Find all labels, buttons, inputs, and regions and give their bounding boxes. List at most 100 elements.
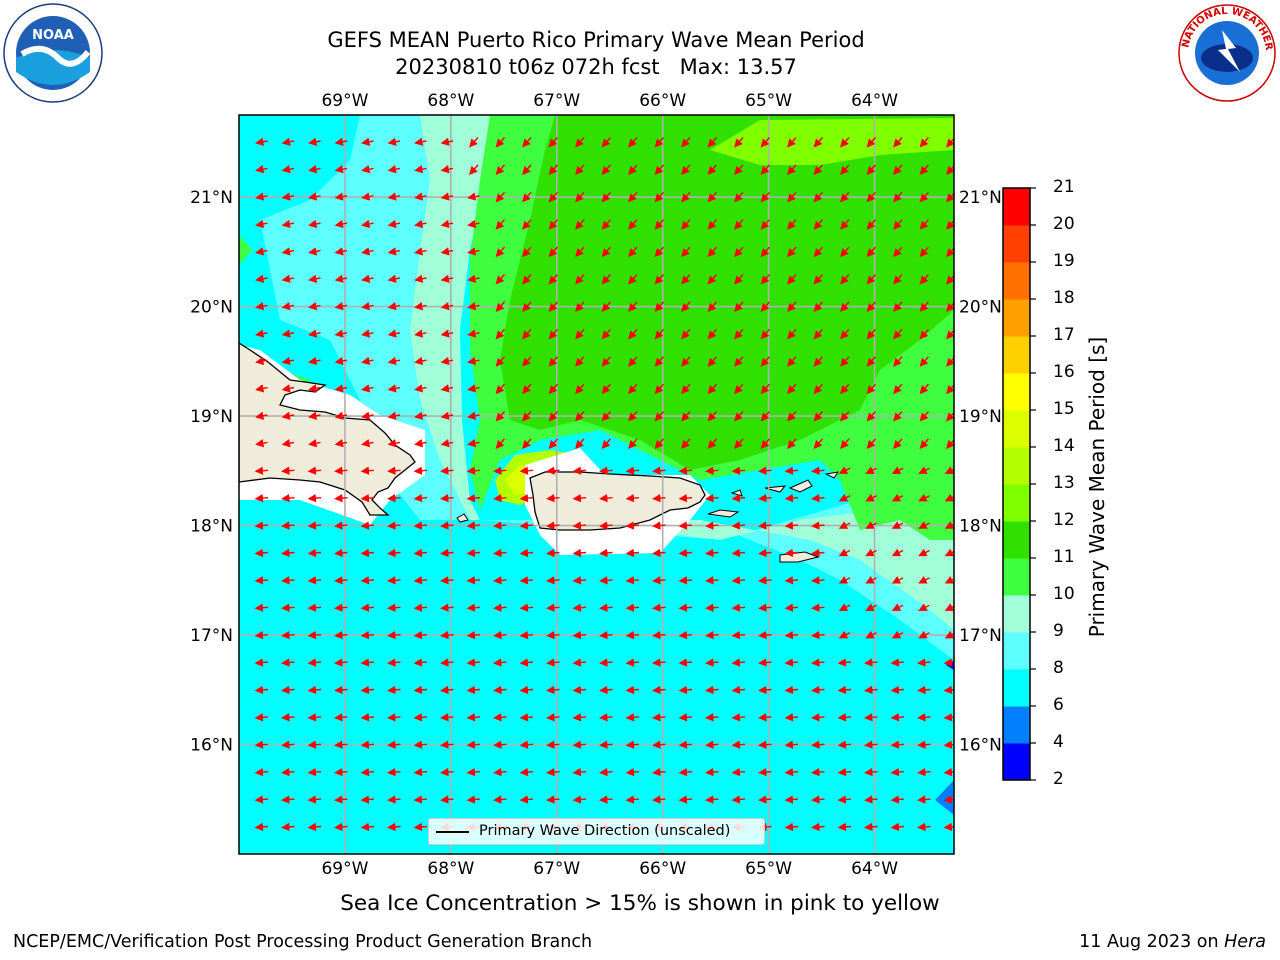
wave-direction-arrow (758, 795, 772, 804)
wave-direction-arrow (891, 493, 904, 502)
wave-direction-arrow (681, 411, 691, 422)
wave-direction-arrow (838, 603, 851, 611)
wave-direction-arrow (917, 822, 931, 832)
wave-direction-arrow (469, 164, 479, 175)
wave-direction-arrow (654, 219, 665, 230)
wave-direction-arrow (758, 493, 772, 503)
wave-direction-arrow (546, 630, 560, 640)
wave-direction-arrow (760, 274, 771, 285)
wave-direction-arrow (548, 328, 559, 340)
wave-direction-arrow (734, 328, 744, 340)
wave-direction-arrow (837, 658, 852, 667)
wave-direction-arrow (440, 384, 454, 393)
wave-direction-arrow (840, 301, 850, 312)
wave-direction-arrow (811, 740, 825, 749)
wave-direction-arrow (281, 521, 295, 530)
lat-tick-label: 16°N (959, 736, 1002, 756)
wave-direction-arrow (866, 219, 877, 230)
wave-direction-arrow (360, 767, 375, 777)
wave-direction-arrow (758, 576, 772, 585)
wave-direction-arrow (760, 164, 771, 175)
wave-direction-arrow (654, 164, 665, 175)
wave-direction-arrow (281, 576, 295, 585)
wave-direction-arrow (601, 274, 612, 285)
wave-direction-arrow (652, 521, 666, 530)
wave-direction-arrow (811, 548, 825, 558)
wave-direction-arrow (758, 713, 772, 722)
wave-direction-arrow (838, 576, 851, 584)
wave-direction-arrow (813, 219, 824, 230)
wave-direction-arrow (811, 603, 825, 612)
wave-direction-arrow (572, 548, 587, 558)
chart-title-line2: 20230810 t06z 072h fcst Max: 13.57 (395, 55, 797, 79)
wave-direction-arrow (731, 740, 746, 749)
wave-direction-arrow (572, 493, 587, 503)
wave-direction-arrow (917, 740, 931, 749)
lon-tick-label: 65°W (745, 91, 792, 111)
wave-direction-arrow (601, 383, 612, 395)
wave-direction-arrow (652, 740, 666, 749)
wave-direction-arrow (334, 192, 348, 201)
wave-direction-arrow (707, 219, 718, 230)
wave-direction-arrow (654, 191, 665, 203)
wave-direction-arrow (784, 795, 799, 804)
wave-direction-arrow (307, 713, 322, 722)
wave-direction-arrow (281, 439, 295, 448)
wave-direction-arrow (707, 137, 718, 148)
wave-direction-arrow (414, 302, 427, 311)
wave-direction-arrow (440, 165, 454, 174)
map-legend: Primary Wave Direction (unscaled) (428, 818, 765, 845)
wave-direction-arrow (864, 713, 878, 722)
lon-tick-label: 67°W (533, 859, 580, 879)
wave-direction-arrow (787, 137, 797, 148)
wave-direction-arrow (361, 302, 374, 311)
wave-direction-arrow (865, 521, 877, 529)
wave-direction-arrow (334, 356, 348, 366)
wave-direction-arrow (734, 219, 744, 230)
wave-direction-arrow (308, 302, 321, 311)
wave-direction-arrow (307, 493, 322, 503)
wave-direction-arrow (784, 658, 799, 667)
wave-direction-arrow (334, 603, 348, 612)
wave-direction-arrow (334, 740, 348, 749)
wave-direction-arrow (734, 274, 744, 285)
wave-direction-arrow (572, 658, 587, 667)
wave-direction-arrow (865, 630, 877, 639)
wave-direction-arrow (758, 740, 772, 749)
wave-direction-arrow (440, 302, 454, 311)
wave-direction-arrow (601, 411, 612, 422)
wave-direction-arrow (599, 493, 613, 503)
wave-direction-arrow (334, 137, 348, 146)
wave-direction-arrow (705, 493, 719, 503)
wave-direction-arrow (918, 521, 930, 529)
wave-direction-arrow (281, 219, 295, 229)
wave-direction-arrow (601, 328, 612, 340)
wave-direction-arrow (466, 740, 481, 749)
wave-direction-arrow (414, 439, 427, 448)
wave-direction-arrow (548, 246, 559, 258)
wave-direction-arrow (360, 576, 375, 585)
wave-direction-arrow (522, 411, 532, 422)
wave-direction-arrow (254, 576, 269, 585)
wave-direction-arrow (705, 603, 719, 612)
wave-direction-arrow (811, 685, 825, 695)
wave-direction-arrow (255, 329, 268, 338)
wave-direction-arrow (493, 713, 507, 722)
wave-direction-arrow (495, 137, 506, 148)
wave-direction-arrow (893, 328, 903, 340)
wave-direction-arrow (281, 822, 295, 832)
wave-direction-arrow (469, 137, 479, 148)
wave-direction-arrow (493, 521, 507, 530)
wave-direction-arrow (943, 767, 954, 777)
wave-direction-arrow (495, 411, 506, 422)
wave-direction-arrow (864, 685, 878, 695)
wave-direction-arrow (628, 411, 638, 422)
colorbar-tick-label: 11 (1053, 547, 1075, 567)
wave-direction-arrow (522, 164, 532, 175)
wave-direction-arrow (307, 603, 322, 612)
wave-direction-arrow (891, 548, 904, 557)
wave-direction-arrow (837, 822, 852, 832)
wave-direction-arrow (519, 603, 534, 612)
lat-tick-label: 19°N (959, 407, 1002, 427)
wave-direction-arrow (919, 438, 930, 449)
